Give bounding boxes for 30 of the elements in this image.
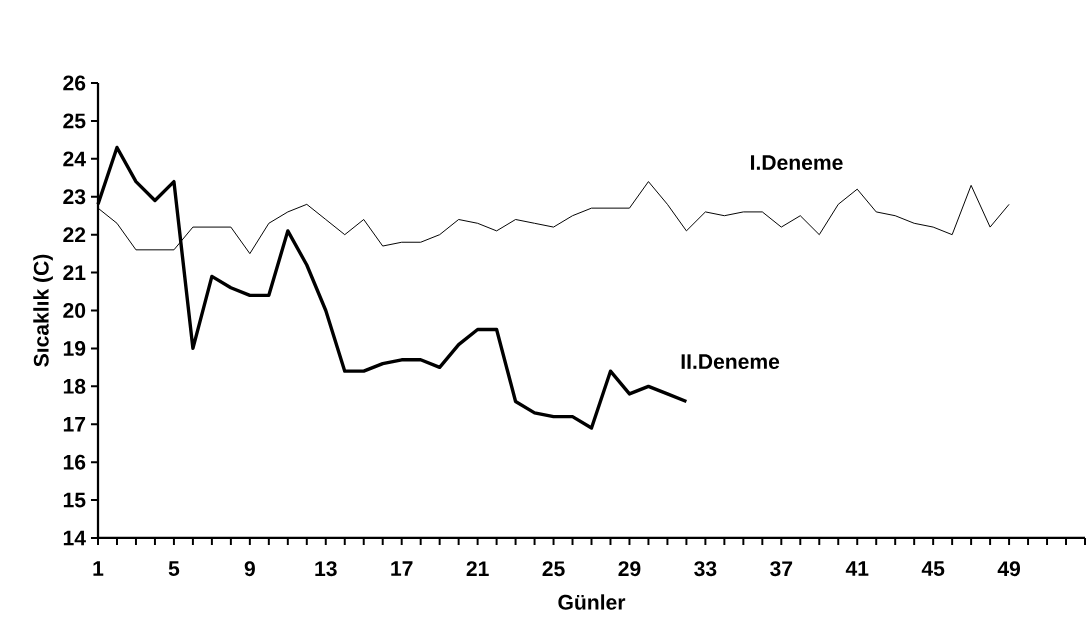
y-tick-label: 17 — [63, 417, 86, 432]
x-tick-label: 41 — [845, 561, 869, 576]
y-tick-label: 18 — [63, 378, 86, 394]
y-tick-label: 25 — [63, 113, 86, 129]
y-tick-label: 23 — [63, 189, 86, 205]
y-tick-label: 20 — [63, 303, 86, 318]
x-tick-label: 49 — [997, 561, 1021, 577]
x-tick-label: 45 — [921, 561, 945, 576]
y-tick-label: 22 — [63, 227, 86, 243]
x-tick-label: 29 — [618, 561, 641, 577]
x-tick-label: 13 — [315, 561, 337, 577]
x-tick-label: 5 — [168, 561, 180, 576]
y-tick-label: 21 — [63, 265, 86, 280]
y-tick-label: 15 — [63, 492, 86, 508]
x-axis-title: Günler — [558, 594, 626, 610]
y-tick-label: 19 — [63, 340, 86, 356]
x-tick-label: 9 — [244, 561, 255, 577]
x-tick-label: 17 — [391, 561, 413, 576]
y-tick-label: 16 — [63, 454, 86, 470]
x-tick-label: 1 — [93, 561, 104, 576]
y-tick-label: 24 — [63, 151, 86, 167]
y-axis-title: Sıcaklık (C) — [33, 254, 53, 367]
y-tick-label: 14 — [63, 530, 86, 546]
series-label: II.Deneme — [681, 354, 780, 370]
y-tick-label: 26 — [63, 75, 86, 91]
series-label: I.Deneme — [751, 155, 843, 170]
x-tick-label: 37 — [770, 561, 793, 577]
x-tick-label: 25 — [542, 561, 565, 577]
x-tick-label: 33 — [694, 561, 717, 577]
x-tick-label: 21 — [466, 561, 489, 576]
